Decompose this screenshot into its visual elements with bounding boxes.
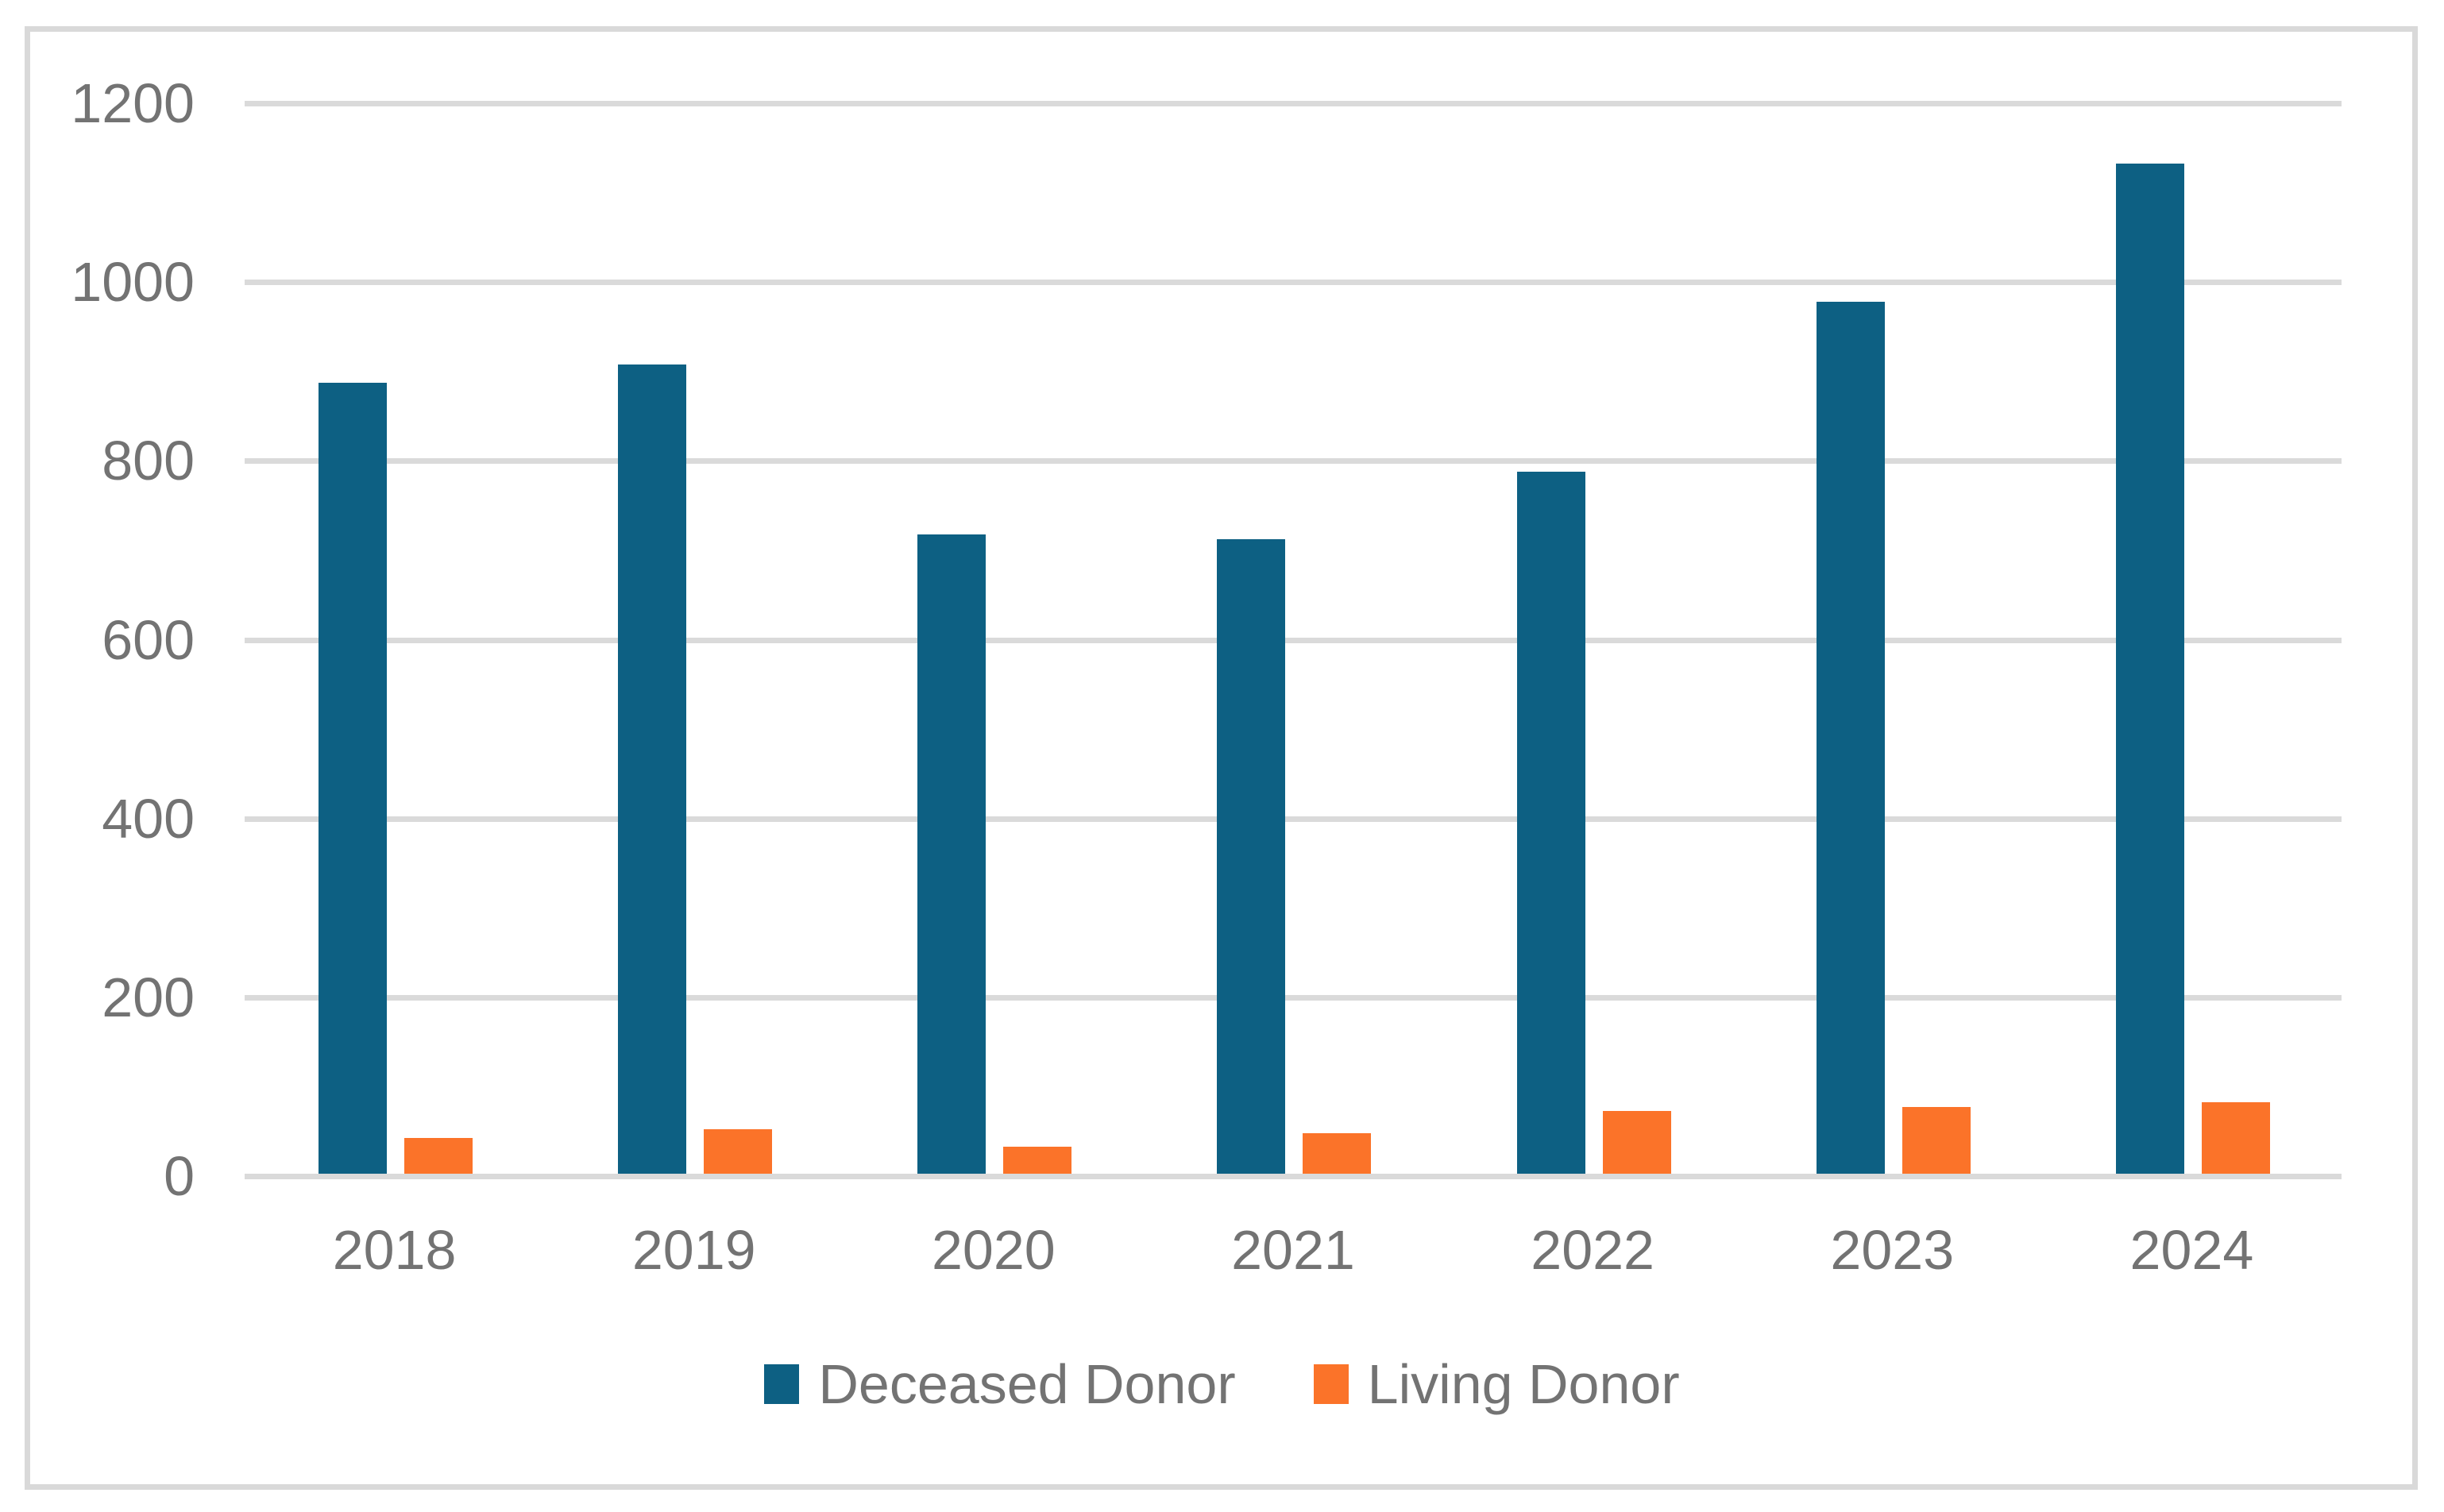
legend: Deceased Donor Living Donor (0, 1348, 2444, 1420)
legend-marker-icon (1313, 1364, 1349, 1404)
legend-item-deceased-donor: Deceased Donor (764, 1353, 1236, 1415)
legend-item-living-donor: Living Donor (1313, 1353, 1680, 1415)
legend-label: Living Donor (1367, 1353, 1680, 1415)
legend-marker-icon (764, 1364, 800, 1404)
legend-label: Deceased Donor (818, 1353, 1236, 1415)
chart-frame (25, 26, 2418, 1490)
